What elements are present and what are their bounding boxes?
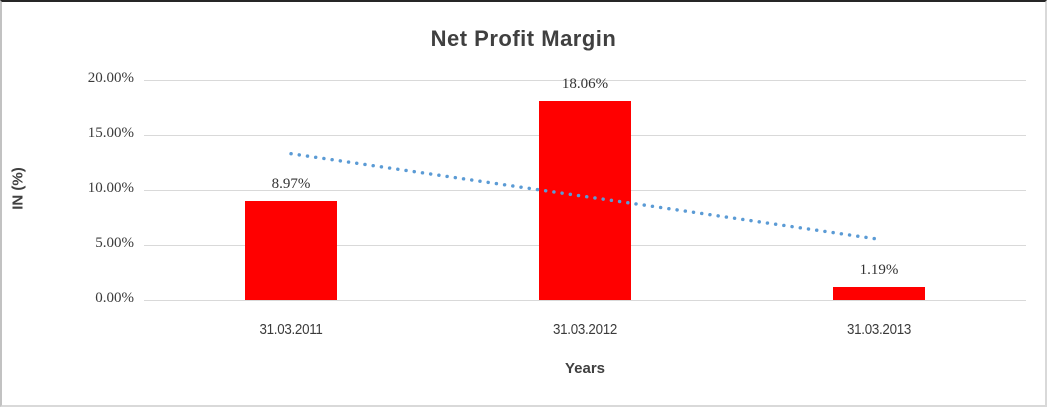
- y-tick-label: 15.00%: [87, 125, 134, 141]
- bar: [539, 101, 631, 300]
- chart-title: Net Profit Margin: [430, 26, 617, 51]
- y-tick-label: 10.00%: [87, 180, 134, 196]
- bar: [245, 201, 337, 300]
- x-axis-title: Years: [564, 360, 606, 377]
- bar-data-label: 18.06%: [561, 76, 609, 93]
- x-tick-label: 31.03.2012: [552, 322, 617, 338]
- y-tick-label: 0.00%: [95, 290, 134, 306]
- gridline: [144, 300, 1026, 301]
- bar: [833, 286, 925, 300]
- x-tick-label: 31.03.2013: [846, 322, 911, 338]
- gridline: [144, 80, 1026, 81]
- y-tick-label: 20.00%: [87, 70, 134, 86]
- y-tick-label: 5.00%: [95, 235, 134, 251]
- bar-data-label: 1.19%: [859, 261, 899, 278]
- x-tick-label: 31.03.2011: [259, 322, 323, 338]
- bar-data-label: 8.97%: [271, 176, 311, 193]
- y-axis-title: IN (%): [9, 167, 27, 210]
